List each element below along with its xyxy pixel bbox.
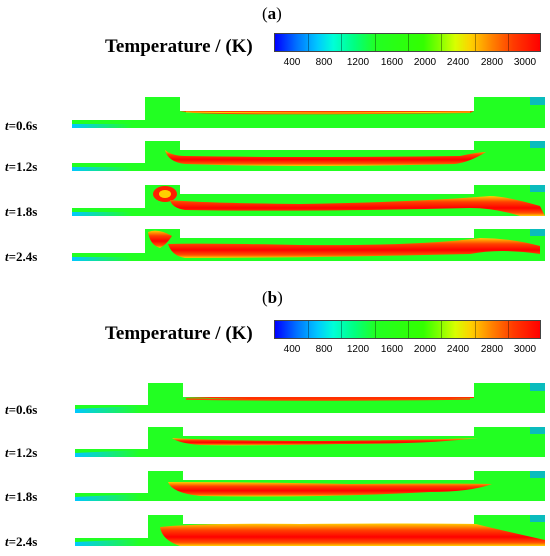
tick-b-5: 2400: [446, 344, 470, 355]
tick-a-2: 1200: [346, 57, 370, 68]
tick-b-2: 1200: [346, 344, 370, 355]
tick-b-0: 400: [283, 344, 301, 355]
tick-b-3: 1600: [380, 344, 404, 355]
tick-b-1: 800: [315, 344, 333, 355]
contour-b-row-2: [75, 471, 545, 501]
colorbar-title-b: Temperature / (K): [105, 323, 253, 344]
contour-a-row-3: [72, 229, 545, 261]
row-label-b-1: t=1.2s: [5, 445, 38, 460]
tick-b-6: 2800: [480, 344, 504, 355]
tick-a-3: 1600: [380, 57, 404, 68]
contour-b-row-3: [75, 515, 545, 546]
row-label-a-1: t=1.2s: [5, 159, 38, 174]
tick-a-5: 2400: [446, 57, 470, 68]
panel-b-label: (b): [262, 288, 283, 307]
tick-b-4: 2000: [413, 344, 437, 355]
colorbar-a: [274, 33, 541, 52]
row-label-b-0: t=0.6s: [5, 402, 38, 417]
row-label-a-3: t=2.4s: [5, 249, 38, 264]
contour-a-row-0: [72, 97, 545, 128]
colorbar-b: [274, 320, 541, 339]
tick-a-0: 400: [283, 57, 301, 68]
tick-b-7: 3000: [513, 344, 537, 355]
contour-a-row-2: [72, 185, 545, 216]
row-label-b-2: t=1.8s: [5, 489, 38, 504]
contour-b-row-0: [75, 383, 545, 413]
contour-b-row-1: [75, 427, 545, 457]
row-label-b-3: t=2.4s: [5, 534, 38, 549]
panel-a-label: (a): [262, 4, 282, 23]
row-label-a-2: t=1.8s: [5, 204, 38, 219]
tick-a-1: 800: [315, 57, 333, 68]
row-label-a-0: t=0.6s: [5, 118, 38, 133]
colorbar-title-a: Temperature / (K): [105, 36, 253, 57]
contour-a-row-1: [72, 141, 545, 171]
tick-a-4: 2000: [413, 57, 437, 68]
tick-a-7: 3000: [513, 57, 537, 68]
tick-a-6: 2800: [480, 57, 504, 68]
